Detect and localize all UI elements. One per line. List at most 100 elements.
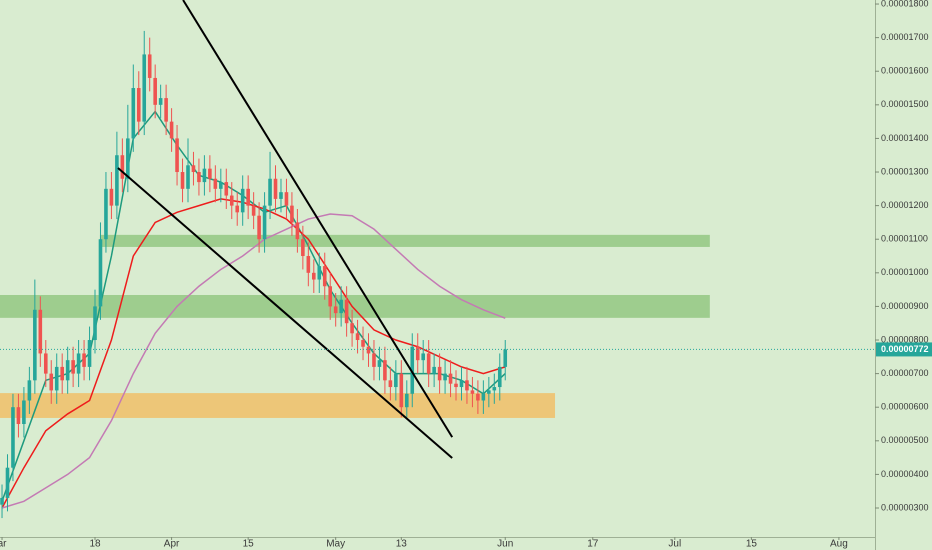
candle-body: [279, 192, 283, 199]
candle-body: [208, 168, 212, 179]
last-price-box: [876, 342, 932, 357]
candle-body: [301, 239, 305, 257]
candle-body: [465, 380, 469, 391]
candle-body: [0, 497, 4, 505]
x-tick-label: 13: [396, 539, 408, 550]
candle-body: [443, 373, 447, 381]
y-tick-label: 0.00000900: [881, 301, 929, 311]
moving-average-line: [1, 213, 506, 509]
candle-body: [87, 340, 92, 367]
x-tick-label: Aug: [830, 539, 848, 550]
candle-body: [5, 467, 10, 498]
candle-body: [136, 88, 141, 122]
candle-body: [492, 387, 497, 391]
candle-body: [115, 155, 119, 206]
candle-body: [251, 205, 256, 216]
candle-body: [459, 380, 464, 388]
candle-body: [120, 155, 125, 179]
y-tick-label: 0.00001500: [881, 99, 929, 109]
candle-body: [421, 353, 425, 361]
candle-body: [262, 205, 267, 240]
y-tick-label: 0.00000700: [881, 368, 929, 378]
candle-body: [180, 172, 185, 189]
candle-body: [454, 383, 458, 388]
x-tick-label: Jun: [497, 539, 513, 550]
candle-body: [33, 309, 37, 381]
candle-body: [410, 346, 415, 394]
x-tick-label: 17: [587, 539, 599, 550]
candle-body: [290, 205, 294, 223]
candle-body: [153, 77, 157, 105]
x-tick-label: May: [326, 539, 345, 550]
candle-body: [60, 366, 64, 381]
candle-body: [268, 178, 272, 206]
candle-body: [109, 188, 114, 206]
zone: [0, 294, 710, 318]
trendline: [182, 0, 454, 438]
x-tick-label: 15: [243, 539, 255, 550]
candle-body: [82, 353, 86, 367]
x-tick-label: Jul: [668, 539, 681, 550]
candle-body: [49, 373, 54, 391]
zone: [99, 234, 710, 247]
candle-body: [213, 178, 218, 189]
candle-body: [186, 165, 190, 189]
candle-body: [175, 138, 179, 173]
y-tick-label: 0.00001200: [881, 200, 929, 210]
candle-body: [350, 323, 354, 334]
candle-body: [164, 98, 168, 122]
candle-body: [54, 366, 59, 391]
y-tick-label: 0.00000800: [881, 334, 929, 344]
y-tick-label: 0.00001000: [881, 267, 929, 277]
candle-body: [240, 188, 245, 213]
candle-body: [197, 172, 201, 183]
candle-body: [22, 400, 26, 425]
last-price-label: 0.00000772: [881, 344, 929, 354]
candle-body: [126, 138, 130, 179]
candle-body: [448, 373, 453, 384]
candle-body: [43, 353, 48, 374]
candle-body: [76, 353, 81, 374]
candle-body: [366, 346, 371, 354]
candle-body: [497, 366, 502, 388]
x-tick-label: Apr: [164, 539, 180, 550]
candle-body: [372, 353, 376, 367]
y-tick-label: 0.00000600: [881, 402, 929, 412]
candle-body: [219, 182, 223, 189]
candle-body: [476, 393, 480, 401]
candle-body: [158, 98, 163, 105]
candle-body: [191, 165, 196, 173]
candle-body: [131, 88, 136, 139]
candle-body: [93, 306, 97, 341]
candle-body: [487, 390, 491, 394]
candle-body: [361, 340, 365, 347]
candle-body: [432, 366, 436, 374]
candle-body: [38, 309, 43, 354]
candle-body: [470, 390, 475, 394]
y-tick-label: 0.00001400: [881, 133, 929, 143]
candle-body: [339, 299, 343, 314]
candle-body: [383, 360, 387, 381]
plot-area: [0, 0, 875, 519]
candle-body: [399, 373, 404, 408]
candle-body: [426, 353, 431, 374]
y-tick-label: 0.00001300: [881, 166, 929, 176]
candle-body: [147, 54, 152, 78]
candle-body: [202, 168, 207, 183]
x-tick-label: 18: [89, 539, 101, 550]
candle-body: [65, 360, 70, 381]
candle-body: [11, 407, 15, 468]
y-tick-label: 0.00001600: [881, 66, 929, 76]
candle-body: [246, 188, 250, 206]
candle-body: [404, 393, 409, 408]
trendline: [117, 167, 453, 459]
candle-body: [142, 54, 147, 122]
candle-body: [317, 266, 322, 280]
candle-body: [437, 366, 442, 381]
candle-body: [415, 346, 420, 361]
candle-body: [344, 299, 349, 324]
candle-body: [328, 286, 333, 307]
candle-body: [229, 195, 234, 206]
